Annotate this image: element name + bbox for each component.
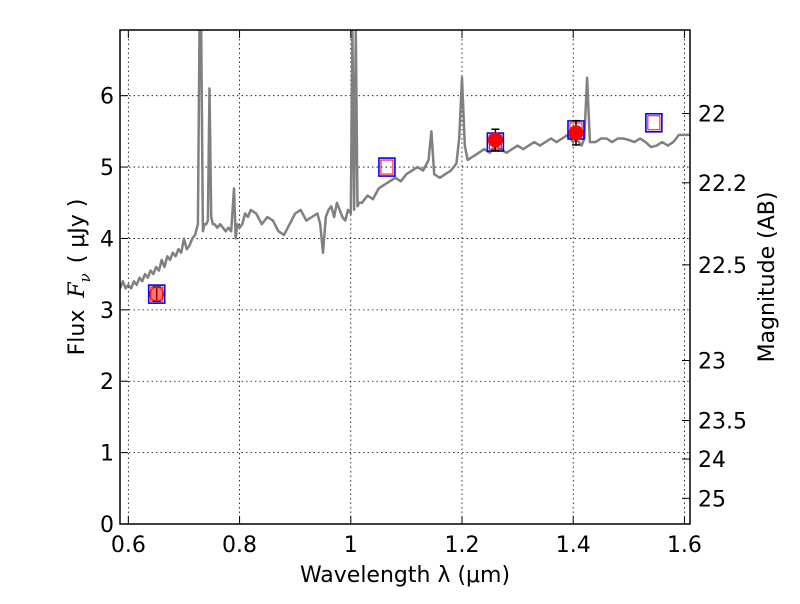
observed-point-marker (487, 132, 503, 148)
model-point-inner (380, 159, 394, 175)
y-tick-label: 2 (100, 370, 114, 395)
right-tick-label: 22 (698, 103, 726, 128)
right-tick-label: 25 (698, 487, 726, 512)
x-tick-label: 1 (344, 533, 358, 558)
y-tick-label: 4 (100, 227, 114, 252)
spectrum-line (120, 30, 690, 290)
model-point (378, 157, 396, 177)
right-tick-label: 24 (698, 448, 726, 473)
model-point-outer (378, 157, 396, 177)
right-tick-label: 22.2 (698, 172, 747, 197)
x-tick-label: 1.2 (445, 533, 480, 558)
observed-point (568, 119, 584, 146)
right-tick-label: 23.5 (698, 409, 747, 434)
ticks: 0.6 0.8 1 1.2 1.4 1.601234562222.222.52323.52… (100, 30, 747, 558)
observed-point (149, 286, 165, 303)
model-point-outer (147, 284, 166, 304)
y-axis-title-text: Flux (65, 310, 90, 356)
series-layer (120, 30, 690, 304)
right-tick-label: 22.5 (698, 254, 747, 279)
right-tick-label: 23 (698, 350, 726, 375)
y-tick-label: 5 (100, 156, 114, 181)
model-point-inner (647, 115, 661, 131)
x-tick-label: 0.6 (111, 533, 146, 558)
observed-point-marker (149, 286, 165, 302)
x-tick-label: 1.6 (667, 533, 702, 558)
model-point-outer (645, 113, 663, 133)
x-axis-title: Wavelength λ (μm) (300, 563, 510, 588)
observed-point (487, 128, 503, 152)
model-point (645, 113, 663, 133)
x-tick-label: 1.4 (556, 533, 591, 558)
x-tick-label: 0.8 (222, 533, 257, 558)
y-tick-label: 6 (100, 85, 114, 110)
y-axis-title-symbol: F (65, 282, 90, 299)
y-tick-label: 3 (100, 299, 114, 324)
y-axis-title-units: ( μJy ) (65, 199, 90, 264)
y-axis-title-subscript: ν (76, 273, 94, 282)
observed-point-marker (568, 125, 584, 141)
y-tick-label: 1 (100, 442, 114, 467)
y-axis-title: Flux Fν ( μJy ) (65, 199, 94, 356)
right-axis-title: Magnitude (AB) (755, 192, 780, 363)
plot-frame (119, 29, 691, 525)
gridlines (120, 30, 690, 525)
y-tick-label: 0 (100, 513, 114, 538)
